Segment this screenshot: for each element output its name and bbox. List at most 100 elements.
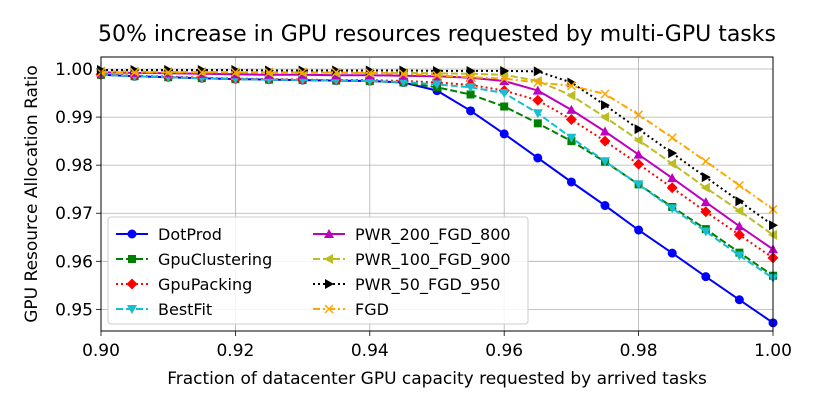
data-point [634,110,644,120]
legend-label: DotProd [158,225,222,244]
data-point [163,67,173,77]
data-point [230,67,240,77]
data-point [499,74,509,84]
data-point [667,158,677,169]
data-point [298,67,308,77]
data-point [600,112,609,123]
data-point [126,278,138,290]
data-point [700,227,711,237]
data-point [633,158,645,170]
data-point [666,182,678,194]
data-point [264,67,274,77]
data-point [701,156,711,166]
data-point [127,229,137,239]
x-tick-label: 1.00 [754,341,792,361]
data-point [566,81,576,91]
data-point [532,85,543,95]
data-point [500,65,510,76]
plot-frame [100,56,774,332]
data-point [365,68,375,78]
x-tick-label: 0.94 [351,341,389,361]
data-point [364,77,375,87]
data-point [735,196,745,207]
legend-label: GpuPacking [158,275,252,294]
data-point [734,205,744,216]
data-point [734,251,745,261]
data-point [566,90,576,101]
data-point [324,229,334,238]
legend-label: BestFit [158,300,212,319]
data-point [634,225,644,235]
data-point [398,77,409,87]
data-point [701,272,711,282]
data-point [700,206,712,218]
data-point [324,304,334,314]
legend: DotProd GpuClustering GpuPacking BestFit PWR… [107,216,529,325]
series-fgd [96,67,778,214]
data-point [667,133,677,143]
data-point [324,254,333,264]
data-point [700,182,710,193]
y-tick-label: 1.00 [55,60,93,80]
y-tick-label: 0.95 [55,300,93,320]
data-point [634,124,644,135]
data-point [127,305,137,314]
data-point [231,64,241,75]
data-point [633,149,644,159]
data-point [734,295,744,305]
data-point [565,113,577,125]
data-point [432,80,442,90]
data-point [701,172,711,183]
legend-label: GpuClustering [158,250,272,269]
data-point [365,65,375,76]
x-tick-label: 0.96 [485,341,523,361]
data-point [667,248,677,258]
legend-label: PWR_200_FGD_800 [355,225,511,245]
data-point [128,255,136,263]
data-point [398,69,408,79]
data-point [600,201,610,211]
data-point [733,229,745,241]
data-point [331,67,341,77]
data-point [566,104,577,114]
data-point [667,173,678,183]
legend-label: PWR_50_FGD_950 [355,275,500,295]
legend-box [107,216,529,325]
data-point [197,67,207,77]
data-point [601,100,610,111]
y-tick-label: 0.96 [55,252,93,272]
x-tick-label: 0.92 [216,341,254,361]
data-point [466,65,476,76]
data-point [130,67,140,77]
data-point [533,77,543,88]
data-point [532,94,544,106]
data-point [533,119,542,128]
data-point [566,177,576,187]
data-point [668,148,678,159]
data-point [599,135,611,147]
data-point [532,109,543,119]
data-point [633,180,644,190]
data-point [499,129,509,139]
data-point [332,65,342,76]
data-point [197,64,207,75]
y-tick-label: 0.97 [55,204,93,224]
data-point [734,180,744,190]
data-point [600,157,610,167]
y-tick-label: 0.99 [55,108,93,128]
data-point [500,102,509,111]
data-point [432,70,442,80]
data-point [600,89,610,99]
chart-title: 50% increase in GPU resources requested … [98,22,776,47]
data-point [734,221,745,231]
legend-label: PWR_100_FGD_900 [355,250,511,270]
data-point [466,90,475,99]
y-axis-label: GPU Resource Allocation Ratio [22,65,42,323]
data-point [466,106,476,116]
data-point [325,279,334,289]
data-point [600,126,610,136]
x-tick-label: 0.90 [82,341,120,361]
data-point [465,83,476,93]
data-point [466,72,476,82]
